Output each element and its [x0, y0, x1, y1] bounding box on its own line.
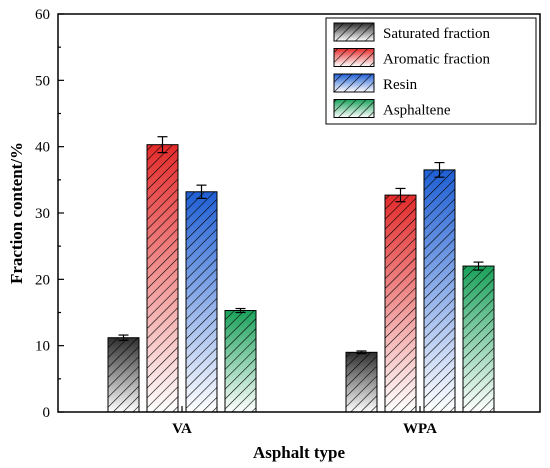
bar-hatch-wpa-asphaltene	[462, 265, 495, 413]
legend-swatch-hatch-saturated-fraction	[333, 22, 375, 42]
bar-hatch-va-resin	[185, 191, 218, 413]
bar-hatch-va-asphaltene	[224, 310, 257, 413]
legend-swatch-hatch-aromatic-fraction	[333, 48, 375, 67]
errorbars-group	[118, 136, 484, 355]
legend-swatch-hatch-asphaltene	[333, 99, 375, 118]
x-tick-label-wpa: WPA	[403, 421, 437, 437]
y-tick-label: 40	[35, 140, 50, 156]
legend-label-asphaltene: Asphaltene	[383, 103, 451, 119]
legend-label-resin: Resin	[383, 77, 418, 93]
legend: Saturated fraction Aromatic fraction Resin…	[325, 17, 537, 125]
bar-hatch-wpa-resin	[423, 169, 456, 413]
y-axis-ticks: 0 10 20 30 40 50 60	[35, 7, 64, 421]
y-tick-label: 0	[43, 405, 51, 421]
bar-hatch-wpa-aromatic-fraction	[384, 194, 417, 413]
y-axis-title: Fraction content/%	[7, 142, 26, 284]
y-tick-label: 50	[35, 73, 50, 89]
bar-hatch-wpa-saturated-fraction	[345, 351, 378, 413]
bars-group	[107, 144, 495, 413]
x-tick-label-va: VA	[172, 421, 192, 437]
legend-swatch-hatch-resin	[333, 73, 375, 93]
x-axis-title: Asphalt type	[253, 443, 346, 462]
x-axis-ticks: VA WPA	[172, 406, 437, 437]
bar-hatch-va-saturated-fraction	[107, 337, 140, 413]
legend-label-aromatic-fraction: Aromatic fraction	[383, 52, 491, 68]
bar-hatch-va-aromatic-fraction	[146, 144, 179, 413]
y-tick-label: 60	[35, 7, 50, 23]
legend-label-saturated-fraction: Saturated fraction	[383, 26, 491, 42]
y-tick-label: 10	[35, 339, 50, 355]
y-tick-label: 20	[35, 272, 50, 288]
y-tick-label: 30	[35, 206, 50, 222]
